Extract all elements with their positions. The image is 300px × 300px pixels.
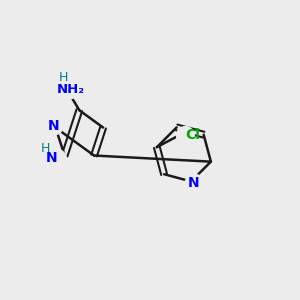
Circle shape <box>45 117 63 135</box>
Text: N: N <box>46 152 57 166</box>
Text: H: H <box>41 142 50 155</box>
Circle shape <box>177 127 194 144</box>
Text: NH₂: NH₂ <box>56 83 85 96</box>
Circle shape <box>48 150 66 167</box>
Circle shape <box>62 81 79 98</box>
Text: N: N <box>188 176 200 190</box>
Circle shape <box>185 174 203 192</box>
Text: H: H <box>58 71 68 84</box>
Text: Cl: Cl <box>185 128 200 142</box>
Text: N: N <box>48 119 60 133</box>
